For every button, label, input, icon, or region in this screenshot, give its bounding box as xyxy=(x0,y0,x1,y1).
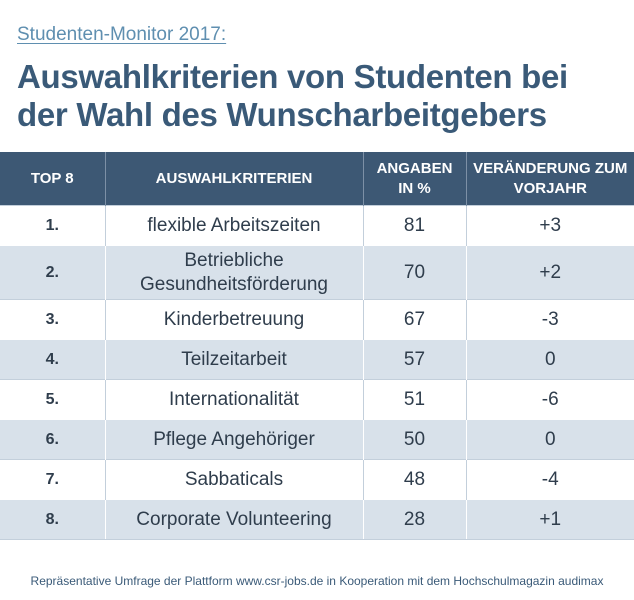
column-header-change: VERÄNDERUNG ZUM VORJAHR xyxy=(465,152,634,206)
change-cell: 0 xyxy=(465,339,634,380)
criterion-cell: Betriebliche Gesundheitsförderung xyxy=(104,245,363,300)
change-cell: +2 xyxy=(465,245,634,300)
percent-cell: 70 xyxy=(362,245,466,300)
criterion-cell: Corporate Volunteering xyxy=(104,499,363,540)
column-header-criterion: AUSWAHLKRITERIEN xyxy=(104,152,363,206)
table-row: 4. Teilzeitarbeit 57 0 xyxy=(0,339,634,380)
table-row: 8. Corporate Volunteering 28 +1 xyxy=(0,499,634,540)
percent-cell: 57 xyxy=(362,339,466,380)
criteria-table: TOP 8 AUSWAHLKRITERIEN ANGABEN IN % VERÄ… xyxy=(0,152,634,540)
table-row: 6. Pflege Angehöriger 50 0 xyxy=(0,419,634,460)
percent-cell: 81 xyxy=(362,205,466,246)
criterion-cell: Sabbaticals xyxy=(104,459,363,500)
rank-cell: 8. xyxy=(0,499,105,540)
rank-cell: 3. xyxy=(0,299,105,340)
change-cell: +1 xyxy=(465,499,634,540)
criterion-cell: Internationalität xyxy=(104,379,363,420)
change-cell: -4 xyxy=(465,459,634,500)
criterion-cell: Teilzeitarbeit xyxy=(104,339,363,380)
table-row: 3. Kinderbetreuung 67 -3 xyxy=(0,299,634,340)
change-cell: +3 xyxy=(465,205,634,246)
criterion-cell: Kinderbetreuung xyxy=(104,299,363,340)
page-title: Auswahlkriterien von Studenten bei der W… xyxy=(17,58,568,133)
percent-cell: 48 xyxy=(362,459,466,500)
column-header-percent: ANGABEN IN % xyxy=(362,152,466,206)
rank-cell: 1. xyxy=(0,205,105,246)
table-header-row: TOP 8 AUSWAHLKRITERIEN ANGABEN IN % VERÄ… xyxy=(0,152,634,206)
column-header-rank: TOP 8 xyxy=(0,152,105,206)
criterion-cell: flexible Arbeitszeiten xyxy=(104,205,363,246)
rank-cell: 2. xyxy=(0,245,105,300)
footnote: Repräsentative Umfrage der Plattform www… xyxy=(30,574,604,588)
table-row: 2. Betriebliche Gesundheitsförderung 70 … xyxy=(0,245,634,300)
table-row: 7. Sabbaticals 48 -4 xyxy=(0,459,634,500)
criterion-cell: Pflege Angehöriger xyxy=(104,419,363,460)
percent-cell: 50 xyxy=(362,419,466,460)
change-cell: -3 xyxy=(465,299,634,340)
percent-cell: 28 xyxy=(362,499,466,540)
table-row: 5. Internationalität 51 -6 xyxy=(0,379,634,420)
subtitle: Studenten-Monitor 2017: xyxy=(17,24,227,45)
rank-cell: 7. xyxy=(0,459,105,500)
rank-cell: 6. xyxy=(0,419,105,460)
rank-cell: 4. xyxy=(0,339,105,380)
change-cell: -6 xyxy=(465,379,634,420)
percent-cell: 51 xyxy=(362,379,466,420)
change-cell: 0 xyxy=(465,419,634,460)
table-row: 1. flexible Arbeitszeiten 81 +3 xyxy=(0,205,634,246)
percent-cell: 67 xyxy=(362,299,466,340)
rank-cell: 5. xyxy=(0,379,105,420)
